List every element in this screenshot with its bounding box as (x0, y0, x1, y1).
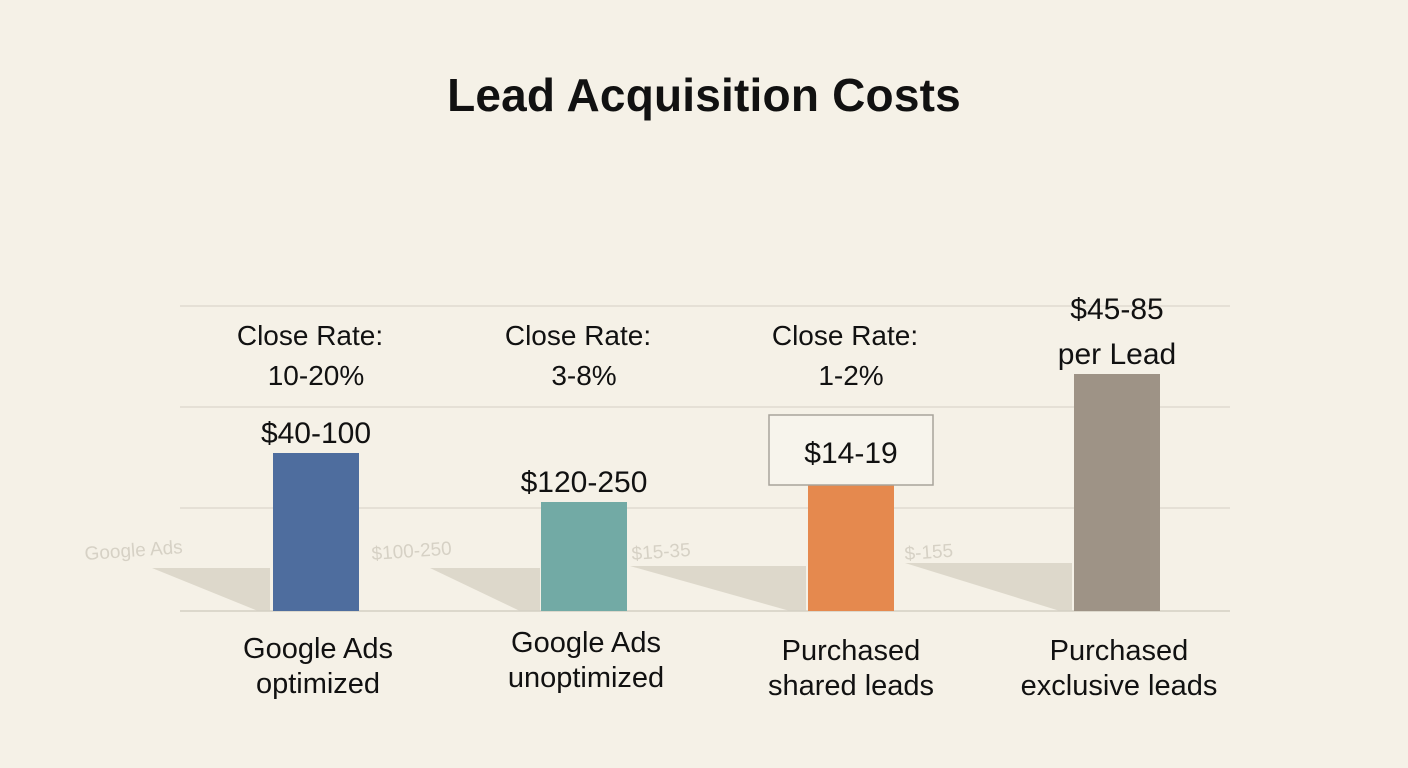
ghost-label-3: $-155 (904, 541, 954, 565)
bar-2 (808, 485, 894, 611)
ghost-label-0: Google Ads (84, 537, 183, 565)
category-label-2-1: shared leads (768, 670, 934, 702)
close-rate-2-1: 1-2% (818, 360, 883, 391)
ghost-shadow-1 (430, 568, 540, 611)
close-rate-2-0: Close Rate: (772, 320, 918, 351)
ghost-shadow-0 (152, 568, 270, 611)
category-label-0-1: optimized (256, 668, 380, 700)
category-label-1-0: Google Ads (511, 627, 661, 659)
close-rate-0-0: Close Rate: (237, 320, 383, 351)
bar-1 (541, 502, 627, 611)
value-label-1-0: $120-250 (521, 466, 648, 499)
ghost-shadow-3 (905, 563, 1072, 611)
chart-title: Lead Acquisition Costs (447, 69, 961, 121)
ghost-shadow-2 (630, 566, 806, 611)
ghost-label-2: $15-35 (631, 540, 691, 565)
category-label-2-0: Purchased (782, 635, 921, 667)
bar-0 (273, 453, 359, 611)
value-label-3-1: per Lead (1058, 338, 1176, 371)
bar-3 (1074, 374, 1160, 611)
ghost-label-1: $100-250 (371, 538, 453, 565)
category-label-1-1: unoptimized (508, 662, 664, 694)
value-label-2-0: $14-19 (804, 437, 897, 470)
value-label-3-0: $45-85 (1070, 293, 1163, 326)
category-label-3-1: exclusive leads (1021, 670, 1218, 702)
value-label-0-0: $40-100 (261, 417, 371, 450)
close-rate-1-1: 3-8% (551, 360, 616, 391)
close-rate-1-0: Close Rate: (505, 320, 651, 351)
category-label-3-0: Purchased (1050, 635, 1189, 667)
value-label-box-2 (768, 414, 934, 486)
category-label-0-0: Google Ads (243, 633, 393, 665)
close-rate-0-1: 10-20% (268, 360, 365, 391)
